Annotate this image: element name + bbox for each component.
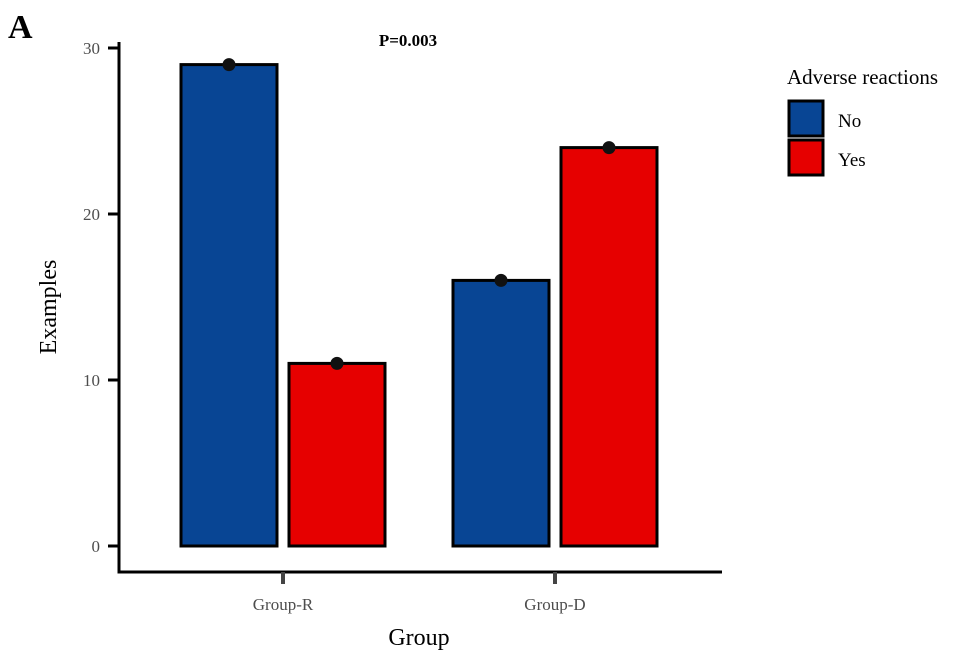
- p-value-annotation: P=0.003: [379, 31, 437, 50]
- legend-swatch-no: [787, 99, 825, 138]
- point-yes-group-r: [330, 356, 344, 370]
- x-tick-label-group-r: Group-R: [253, 595, 314, 614]
- panel-label: A: [8, 9, 33, 46]
- legend-label-yes: Yes: [838, 150, 866, 171]
- bar-no-group-d: [451, 278, 551, 548]
- points-layer: [222, 58, 616, 370]
- legend-label-no: No: [838, 111, 861, 132]
- y-tick-label-30: 30: [83, 39, 100, 58]
- x-tick-label-group-d: Group-D: [524, 595, 585, 614]
- y-tick-label-0: 0: [92, 537, 101, 556]
- legend-title: Adverse reactions: [787, 65, 938, 89]
- x-axis-title: Group: [388, 625, 449, 651]
- legend: Adverse reactions No Yes: [787, 65, 938, 177]
- bar-yes-group-r: [287, 361, 387, 548]
- bars-layer: [179, 63, 659, 548]
- y-axis-title: Examples: [36, 260, 62, 355]
- point-no-group-r: [222, 58, 236, 72]
- x-axis: Group-R Group-D: [117, 570, 722, 614]
- y-axis: 0 10 20 30: [83, 39, 121, 573]
- legend-swatch-yes: [787, 138, 825, 177]
- bar-no-group-r: [179, 63, 279, 548]
- bar-yes-group-d: [559, 146, 659, 548]
- point-yes-group-d: [602, 141, 616, 155]
- y-tick-label-20: 20: [83, 205, 100, 224]
- y-tick-label-10: 10: [83, 371, 100, 390]
- point-no-group-d: [494, 273, 508, 287]
